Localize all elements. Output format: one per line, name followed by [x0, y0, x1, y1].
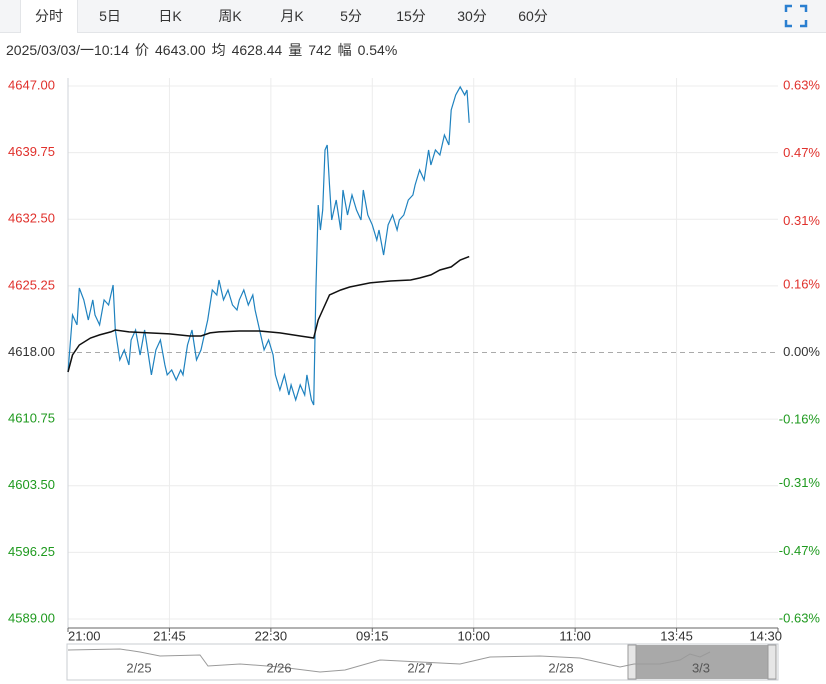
volume: 742 [308, 42, 332, 58]
y2-tick-label: 0.63% [783, 77, 820, 92]
datetime: 2025/03/03/一10:14 [6, 42, 129, 58]
y2-tick-label: -0.47% [779, 543, 821, 558]
y-tick-label: 4639.75 [8, 144, 55, 159]
series-line [67, 255, 470, 373]
info-line: 2025/03/03/一10:14 价 4643.00 均 4628.44 量 742 幅 0.… [6, 40, 403, 60]
y-tick-label: 4647.00 [8, 77, 55, 92]
y2-tick-label: 0.31% [783, 213, 820, 228]
range: 0.54% [357, 42, 398, 58]
navigator-date: 2/28 [548, 660, 573, 675]
y2-tick-label: -0.63% [779, 610, 821, 625]
tab[interactable]: 月K [280, 8, 304, 24]
tab[interactable]: 5分 [340, 8, 362, 24]
tab[interactable]: 15分 [396, 8, 426, 24]
x-tick-label: 21:45 [153, 628, 186, 643]
label: 幅 [337, 42, 352, 58]
navigator-line [67, 648, 711, 673]
navigator-date: 2/25 [126, 660, 151, 675]
y-tick-label: 4610.75 [8, 411, 55, 426]
y-tick-label: 4589.00 [8, 610, 55, 625]
y-tick-label: 4596.25 [8, 544, 55, 559]
x-tick-label: 22:30 [255, 628, 288, 643]
tab[interactable]: 周K [218, 8, 242, 24]
tab[interactable]: 60分 [518, 8, 548, 24]
avg: 4628.44 [231, 42, 283, 58]
x-tick-label: 13:45 [660, 628, 693, 643]
tab[interactable]: 日K [158, 8, 182, 24]
label: 均 [211, 42, 226, 58]
navigator-handle[interactable] [767, 644, 777, 680]
tab[interactable]: 5日 [99, 8, 121, 24]
navigator-selection[interactable] [630, 645, 772, 679]
y-tick-label: 4632.50 [8, 211, 55, 226]
x-tick-label: 21:00 [68, 628, 101, 643]
y2-tick-label: -0.16% [779, 412, 821, 427]
chart: 2/25 2/26 2/27 2/28 3/3 4647.00 4639.75 4632.5… [8, 77, 821, 681]
navigator: 2/25 2/26 2/27 2/28 3/3 [66, 643, 779, 681]
y2-tick-label: 0.16% [783, 276, 820, 291]
navigator-date: 3/3 [692, 660, 710, 675]
tab[interactable]: 30分 [457, 8, 487, 24]
x-tick-label: 10:00 [457, 628, 490, 643]
x-tick-label: 14:30 [749, 628, 782, 643]
grid [68, 78, 778, 628]
x-tick-label: 09:15 [356, 628, 389, 643]
tab[interactable]: 分时 [20, 0, 78, 33]
label: 价 [135, 42, 149, 58]
navigator-date: 2/27 [407, 660, 432, 675]
price: 4643.00 [155, 42, 206, 58]
y2-tick-label: 0.00% [783, 344, 820, 359]
navigator-date: 2/26 [266, 660, 291, 675]
fullscreen-button[interactable] [784, 4, 808, 28]
y-tick-label: 4625.25 [8, 277, 55, 292]
x-tick-label: 11:00 [559, 628, 591, 643]
y2-tick-label: 0.47% [783, 145, 820, 160]
y2-tick-label: -0.31% [779, 475, 821, 490]
label: 量 [288, 42, 303, 58]
tab-bar: 分时 5日 日K 周K 月K 5分 15分 30分 60分 [0, 0, 826, 33]
y-tick-label: 4618.00 [8, 344, 55, 359]
y-tick-label: 4603.50 [8, 477, 55, 492]
series-line [67, 85, 470, 406]
navigator-handle[interactable] [627, 644, 637, 680]
